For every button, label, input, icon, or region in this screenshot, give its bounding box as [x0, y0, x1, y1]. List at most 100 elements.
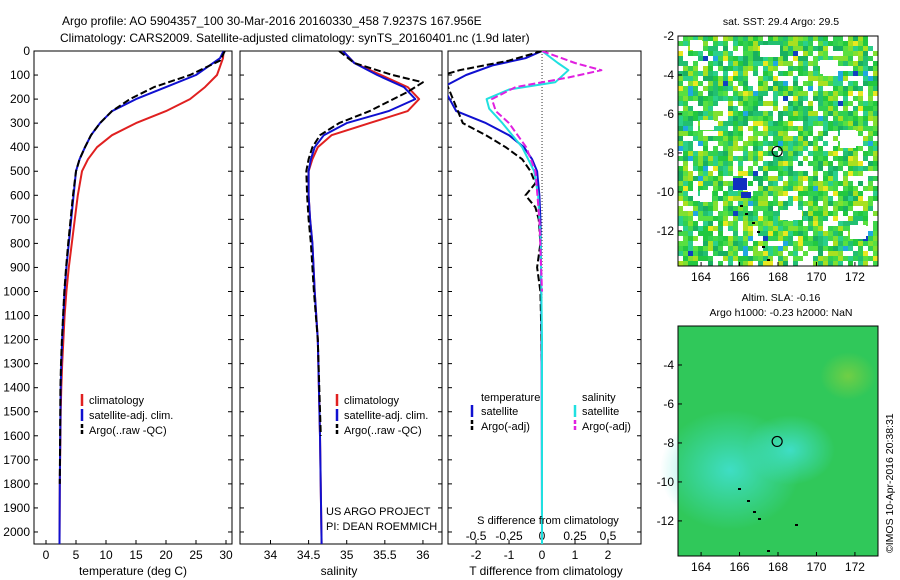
sst-cell [793, 231, 798, 236]
sst-cell [723, 56, 728, 61]
sst-cell [683, 211, 688, 216]
sst-cell [678, 261, 683, 266]
sst-cell [733, 56, 738, 61]
sst-cell [748, 236, 753, 241]
sst-cell [728, 156, 733, 161]
series-line [58, 51, 225, 544]
sst-cell [743, 116, 748, 121]
x-tick-label: 35.5 [373, 548, 397, 562]
sst-cell [773, 131, 778, 136]
sst-cell [798, 226, 803, 231]
sst-cell [778, 206, 783, 211]
sst-cell [858, 36, 863, 41]
sst-cell [798, 86, 803, 91]
sst-cell [773, 216, 778, 221]
sst-cell [678, 81, 683, 86]
sst-cell [708, 221, 713, 226]
sst-cell [813, 256, 818, 261]
sst-cell [823, 121, 828, 126]
sst-cell [693, 71, 698, 76]
sst-cell [728, 96, 733, 101]
sst-cell [688, 71, 693, 76]
sst-cell [808, 116, 813, 121]
sst-cell [728, 186, 733, 191]
depth-tick-label: 400 [10, 140, 30, 154]
sst-cell [818, 81, 823, 86]
sst-cell [728, 106, 733, 111]
sst-cell [723, 196, 728, 201]
sst-cell [723, 146, 728, 151]
t-difference-x-label: T difference from climatology [469, 564, 623, 578]
map-y-tick-label: -4 [663, 358, 674, 372]
series-line [58, 51, 226, 484]
sst-cell [693, 166, 698, 171]
sst-cell [838, 201, 843, 206]
sst-cell [818, 121, 823, 126]
sst-cell [808, 101, 813, 106]
sst-cell [873, 51, 878, 56]
sst-cell [698, 226, 703, 231]
sst-cell [808, 211, 813, 216]
sst-cell [688, 236, 693, 241]
sst-cell [798, 106, 803, 111]
sst-cell [703, 206, 708, 211]
sst-cell [748, 136, 753, 141]
sst-cell [848, 216, 853, 221]
sst-cell [688, 201, 693, 206]
sst-cell [728, 226, 733, 231]
sst-cell [848, 261, 853, 266]
sst-cell [828, 41, 833, 46]
sst-cell [688, 181, 693, 186]
sst-cell [723, 251, 728, 256]
sst-cell [713, 76, 718, 81]
sst-cell [698, 156, 703, 161]
sst-cell [853, 81, 858, 86]
sst-cell [823, 141, 828, 146]
sst-cell [848, 151, 853, 156]
sst-cell [778, 236, 783, 241]
sst-cell [833, 166, 838, 171]
legend-label-satellite: satellite-adj. clim. [344, 410, 428, 422]
sst-cell [858, 246, 863, 251]
sst-cell [698, 81, 703, 86]
sst-cell [758, 241, 763, 246]
sst-cell [713, 191, 718, 196]
sst-cell [828, 121, 833, 126]
sst-cell [843, 121, 848, 126]
sst-cell [833, 91, 838, 96]
sst-cell [808, 161, 813, 166]
sst-cell [758, 256, 763, 261]
sst-cell [843, 236, 848, 241]
sst-cell [758, 41, 763, 46]
sst-cell [763, 131, 768, 136]
salinity-legend: climatology satellite-adj. clim. Argo(..… [326, 394, 437, 533]
sst-cell [838, 191, 843, 196]
sst-cell [708, 46, 713, 51]
sst-cell [758, 36, 763, 41]
sst-cell [738, 256, 743, 261]
sst-cell [848, 156, 853, 161]
sst-cell [793, 126, 798, 131]
sst-cell [678, 176, 683, 181]
sst-cell [778, 111, 783, 116]
sst-cell [848, 171, 853, 176]
sst-cell [763, 166, 768, 171]
sst-cell [808, 41, 813, 46]
sst-cell [798, 176, 803, 181]
sst-cell [768, 226, 773, 231]
x-tick-label: 1 [572, 548, 579, 562]
sst-cell [723, 66, 728, 71]
sst-cell [793, 51, 798, 56]
sst-cell [763, 221, 768, 226]
sst-cell [768, 211, 773, 216]
sst-cell [798, 191, 803, 196]
sst-cell [748, 61, 753, 66]
sst-cell [803, 136, 808, 141]
sst-cell [788, 186, 793, 191]
x2-tick-label: 0.5 [600, 529, 617, 543]
sst-cell [858, 101, 863, 106]
sst-cell [703, 86, 708, 91]
sst-cell [713, 201, 718, 206]
sst-cell [863, 186, 868, 191]
sst-cell [838, 116, 843, 121]
